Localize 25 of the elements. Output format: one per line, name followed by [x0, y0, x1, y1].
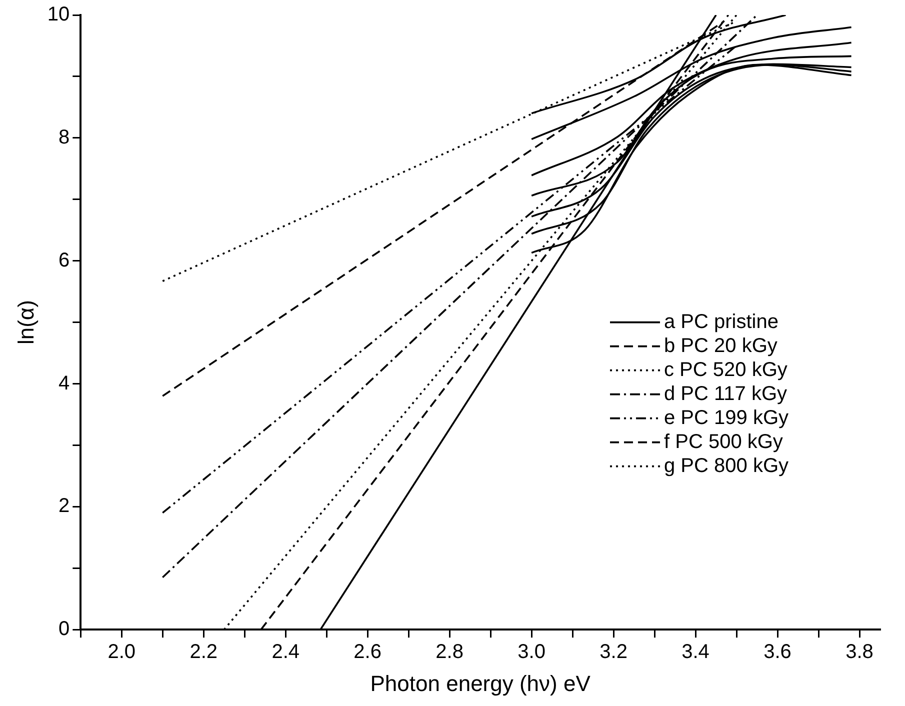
- x-tick-label: 2.2: [190, 641, 218, 664]
- legend-label: d PC 117 kGy: [664, 382, 788, 405]
- y-axis-title: ln(α): [13, 300, 38, 345]
- y-tick-label: 0: [58, 618, 70, 640]
- legend-label: g PC 800 kGy: [664, 454, 789, 477]
- x-tick-label: 2.8: [436, 641, 464, 664]
- y-tick-label: 6: [58, 249, 70, 272]
- x-tick-label: 3.2: [600, 641, 628, 664]
- legend-label: c PC 520 kGy: [664, 358, 788, 381]
- x-tick-label: 3.8: [846, 641, 874, 664]
- legend-label: f PC 500 kGy: [664, 430, 783, 453]
- x-tick-label: 2.0: [108, 641, 136, 664]
- x-tick-label: 2.4: [272, 641, 300, 664]
- y-tick-label: 2: [58, 495, 70, 518]
- y-tick-label: 4: [58, 372, 70, 394]
- y-tick-label: 8: [58, 126, 70, 148]
- y-tick-label: 10: [47, 4, 70, 26]
- x-tick-label: 3.6: [764, 641, 792, 664]
- legend-label: b PC 20 kGy: [664, 334, 778, 357]
- legend-label: a PC pristine: [664, 310, 778, 333]
- x-tick-label: 3.4: [682, 641, 710, 664]
- legend-label: e PC 199 kGy: [664, 406, 789, 429]
- x-axis-title: Photon energy (hν) eV: [370, 670, 591, 696]
- x-tick-label: 3.0: [518, 641, 546, 664]
- x-tick-label: 2.6: [354, 641, 382, 664]
